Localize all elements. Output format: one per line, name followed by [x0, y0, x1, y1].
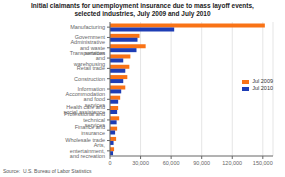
svg-text:Construction: Construction	[74, 76, 105, 82]
svg-text:Finance andinsurance: Finance andinsurance	[75, 124, 105, 135]
svg-text:Transportationandwarehousing: Transportationandwarehousing	[70, 50, 105, 67]
svg-text:Manufacturing: Manufacturing	[70, 24, 105, 30]
svg-text:30,000: 30,000	[132, 160, 149, 166]
svg-text:Administrativeand wasteservice: Administrativeand wasteservices	[70, 39, 105, 56]
svg-text:Retail trade: Retail trade	[77, 65, 105, 71]
svg-text:120,000: 120,000	[222, 160, 242, 166]
svg-text:150,000: 150,000	[253, 160, 273, 166]
svg-text:Arts,entertainment,and recreat: Arts,entertainment,and recreation	[70, 142, 106, 159]
svg-text:90,000: 90,000	[193, 160, 210, 166]
svg-text:60,000: 60,000	[163, 160, 180, 166]
svg-text:0: 0	[108, 160, 111, 166]
